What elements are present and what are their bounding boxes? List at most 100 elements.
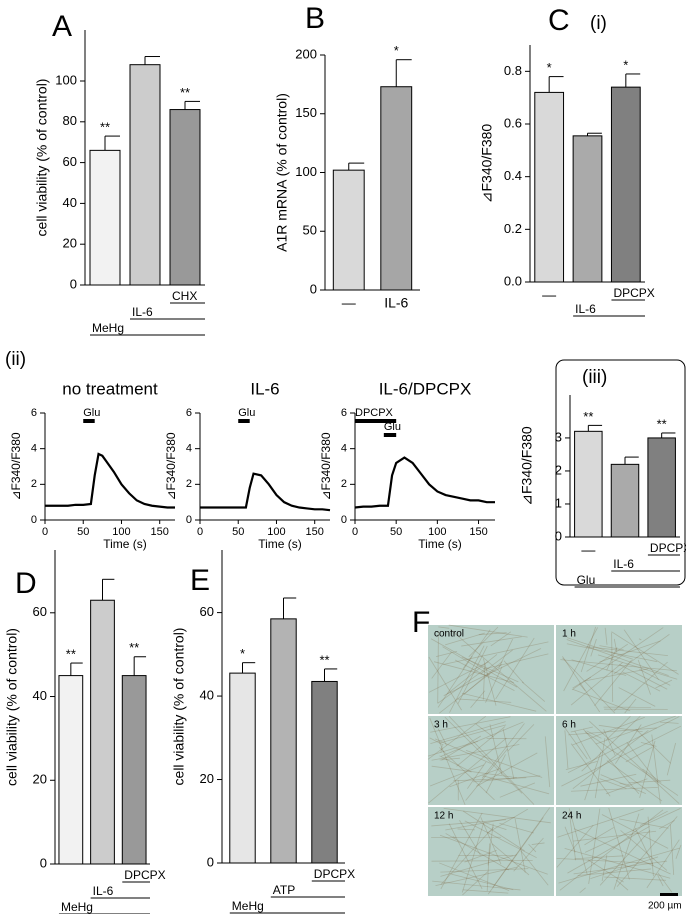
cell-texture	[443, 641, 549, 665]
significance: **	[319, 652, 329, 667]
significance: **	[129, 640, 139, 655]
cell-texture	[590, 856, 659, 880]
y-tick-label: 60	[63, 154, 77, 169]
y-tick-label: 2	[186, 478, 192, 490]
cell-texture	[646, 839, 680, 889]
cell-texture	[608, 807, 630, 880]
cell-texture	[445, 833, 510, 871]
cell-texture	[638, 638, 642, 641]
cell-texture	[439, 724, 507, 744]
cell-texture	[613, 638, 618, 653]
significance: **	[100, 120, 110, 135]
mean-trace	[45, 452, 175, 509]
micrograph	[428, 807, 554, 896]
cell-texture	[570, 743, 611, 797]
y-tick-label: 0	[207, 854, 214, 869]
x-tick-label: 150	[151, 526, 169, 538]
bar	[534, 91, 565, 283]
cell-texture	[570, 662, 623, 706]
cell-texture	[451, 873, 514, 891]
cell-texture	[635, 728, 671, 764]
x-tick-label: 50	[390, 526, 402, 538]
treatment-label: DPCPX	[613, 286, 654, 300]
cell-texture	[604, 627, 608, 645]
cell-texture	[611, 631, 679, 675]
cell-texture	[499, 822, 534, 834]
cell-texture	[565, 761, 598, 771]
cell-texture	[544, 736, 551, 788]
x-tick-label: IL-6	[384, 295, 408, 311]
bar	[647, 437, 676, 538]
cell-texture	[428, 737, 507, 804]
cell-texture	[584, 808, 681, 853]
significance: **	[66, 646, 76, 661]
cell-texture	[430, 638, 518, 688]
bar	[610, 463, 640, 538]
cell-texture	[562, 656, 601, 713]
cell-texture	[491, 843, 530, 876]
cell-texture	[579, 887, 586, 894]
cell-texture	[442, 646, 490, 676]
significance: *	[623, 57, 628, 72]
cell-texture	[480, 817, 502, 865]
image-label: 12 h	[434, 811, 453, 822]
cell-texture	[470, 690, 486, 709]
y-tick-label: 200	[295, 46, 317, 61]
cell-texture	[437, 669, 485, 704]
cell-texture	[584, 731, 679, 796]
treatment-label: MeHg	[92, 321, 124, 335]
y-tick-label: 0.8	[504, 63, 522, 78]
cell-texture	[584, 668, 649, 682]
cell-texture	[480, 649, 513, 675]
image-label: 3 h	[434, 720, 448, 731]
cell-texture	[628, 779, 671, 784]
x-tick-label: 100	[428, 526, 446, 538]
cell-texture	[666, 742, 676, 776]
cell-texture	[623, 629, 659, 680]
cell-texture	[478, 632, 507, 636]
cell-texture	[448, 715, 535, 805]
cell-texture	[431, 819, 507, 827]
cell-texture	[503, 660, 524, 684]
treatment-label: CHX	[172, 289, 197, 303]
cell-texture	[600, 774, 647, 794]
cell-texture	[438, 747, 495, 801]
cell-texture	[586, 643, 628, 672]
mean-trace	[354, 456, 495, 509]
cell-texture	[566, 637, 634, 660]
y-tick-label: 1	[555, 495, 562, 510]
y-tick-label: 0	[555, 528, 562, 543]
cell-texture	[572, 689, 631, 712]
cell-texture	[613, 661, 668, 712]
y-tick-label: 100	[295, 164, 317, 179]
cell-texture	[438, 626, 450, 629]
cell-texture	[566, 639, 669, 676]
cell-texture	[444, 716, 523, 794]
cell-texture	[599, 640, 661, 663]
cell-texture	[452, 836, 457, 839]
y-tick-label: 0	[310, 281, 317, 296]
y-tick-label: 4	[31, 443, 37, 455]
cell-texture	[427, 716, 487, 760]
cell-texture	[443, 807, 551, 824]
bar	[89, 149, 121, 286]
cell-texture	[561, 725, 682, 787]
cell-texture	[604, 876, 666, 881]
chart-title: IL-6/DPCPX	[379, 379, 472, 398]
cell-texture	[615, 879, 629, 891]
cell-texture	[619, 783, 630, 786]
cell-texture	[594, 659, 632, 707]
cell-texture	[428, 656, 462, 711]
y-tick-label: 0	[31, 514, 37, 526]
cell-texture	[482, 658, 497, 706]
x-axis-label: Time (s)	[418, 537, 462, 551]
chart-title: no treatment	[62, 379, 158, 398]
cell-texture	[572, 676, 592, 689]
treatment-label: MeHg	[232, 899, 264, 913]
cell-texture	[618, 818, 669, 829]
panel-letter: E	[190, 564, 210, 597]
significance: *	[394, 43, 399, 58]
cell-texture	[622, 671, 661, 692]
cell-texture	[439, 663, 503, 714]
micrograph	[428, 716, 554, 805]
